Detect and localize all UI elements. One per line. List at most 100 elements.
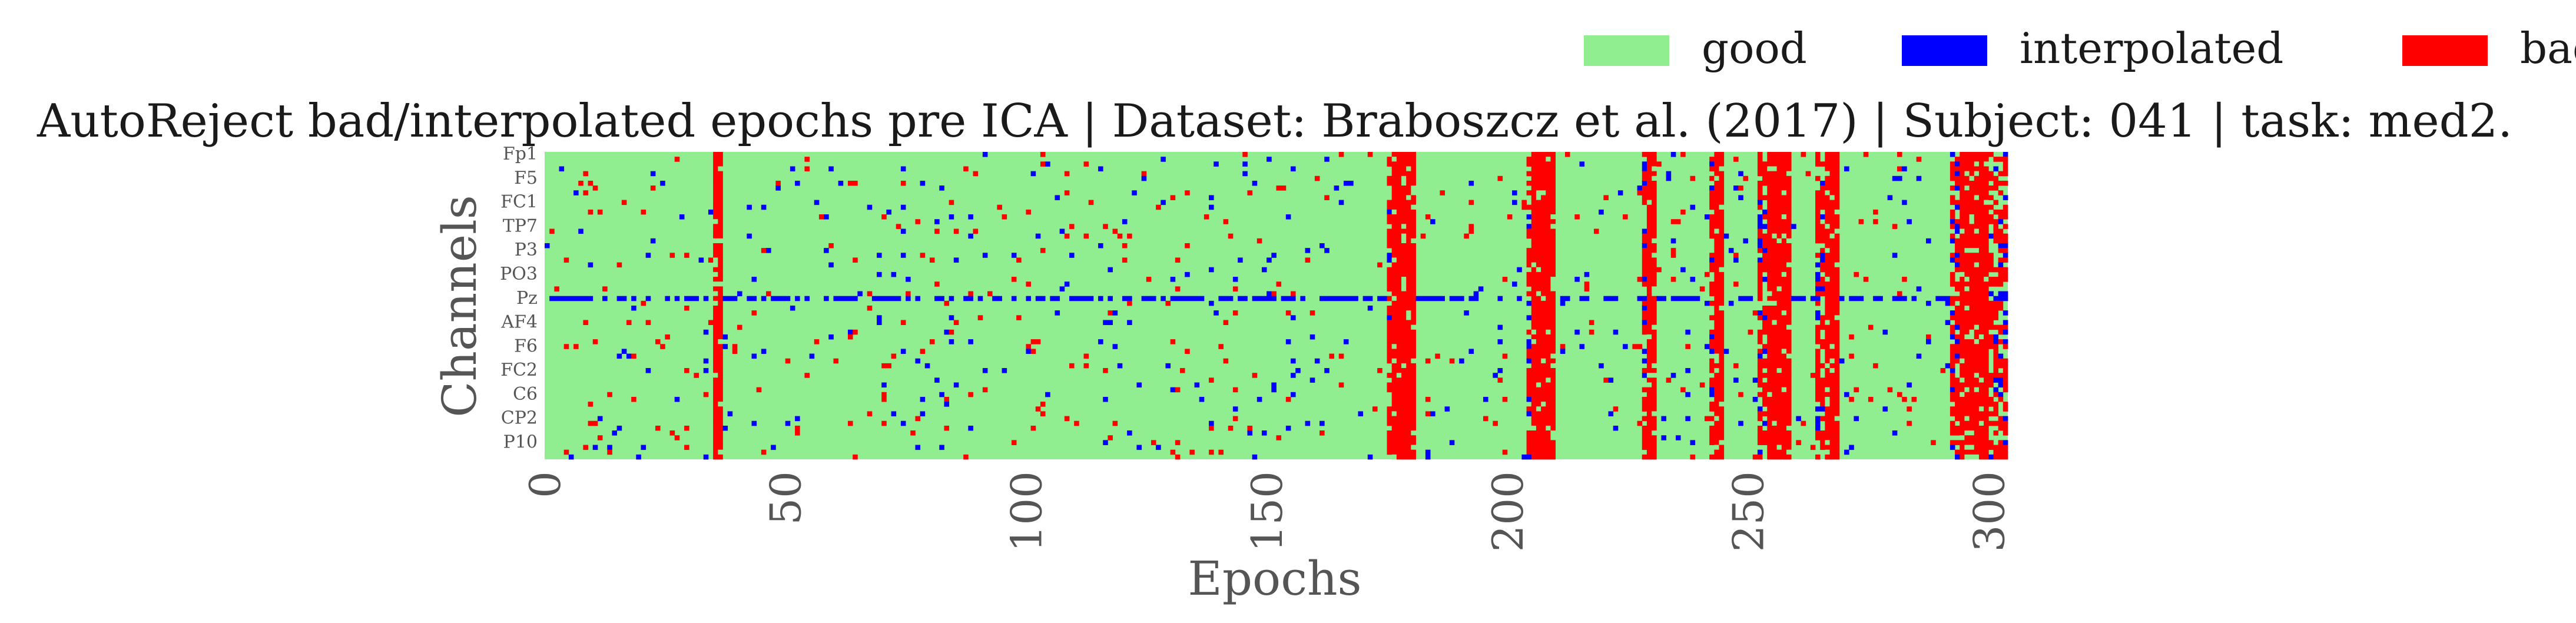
heatmap-cell [1401, 277, 1407, 282]
heatmap-cell [718, 411, 723, 416]
heatmap-cell [1781, 324, 1787, 330]
heatmap-cell [1546, 152, 1551, 157]
heatmap-cell [718, 368, 723, 373]
heatmap-cell [1642, 267, 1647, 273]
heatmap-cell [1675, 296, 1681, 301]
heatmap-cell [1988, 420, 1994, 426]
heatmap-cell [1767, 166, 1772, 172]
heatmap-cell [1863, 277, 1869, 282]
heatmap-cell [1829, 349, 1835, 354]
heatmap-cell [1772, 420, 1778, 426]
heatmap-cell [669, 430, 675, 436]
heatmap-cell [1026, 344, 1031, 349]
heatmap-cell [1531, 277, 1537, 282]
heatmap-cell [1772, 396, 1778, 402]
heatmap-cell [1988, 195, 1994, 200]
heatmap-cell [1786, 190, 1792, 195]
heatmap-cell [1960, 387, 1965, 393]
heatmap-cell [1531, 320, 1537, 326]
heatmap-cell [1829, 392, 1835, 397]
heatmap-cell [1950, 430, 1955, 436]
heatmap-cell [1396, 281, 1402, 287]
heatmap-cell [1444, 406, 1450, 412]
heatmap-cell [1136, 445, 1142, 450]
heatmap-cell [1955, 425, 1960, 431]
heatmap-cell [1978, 324, 1984, 330]
heatmap-cell [1955, 248, 1960, 253]
heatmap-cell [592, 420, 598, 426]
heatmap-cell [1772, 344, 1778, 349]
heatmap-cell [891, 296, 897, 301]
heatmap-cell [1642, 200, 1647, 206]
heatmap-cell [1974, 267, 1980, 273]
heatmap-cell [1781, 349, 1787, 354]
heatmap-cell [1714, 382, 1719, 388]
heatmap-cell [1646, 430, 1652, 436]
heatmap-cell [1396, 204, 1402, 210]
heatmap-cell [1767, 368, 1772, 373]
heatmap-cell [1825, 368, 1830, 373]
heatmap-cell [1974, 392, 1980, 397]
heatmap-cell [1425, 454, 1431, 460]
heatmap-cell [1829, 445, 1835, 450]
heatmap-cell [1873, 296, 1878, 301]
heatmap-cell [1955, 204, 1960, 210]
heatmap-cell [1223, 219, 1229, 224]
heatmap-cell [1796, 440, 1801, 445]
heatmap-cell [1536, 363, 1541, 369]
heatmap-cell [1964, 300, 1970, 306]
heatmap-cell [795, 416, 800, 422]
heatmap-cell [1825, 277, 1830, 282]
heatmap-cell [1974, 296, 1980, 301]
heatmap-cell [1531, 329, 1537, 335]
heatmap-cell [1772, 320, 1778, 326]
heatmap-cell [1714, 377, 1719, 383]
heatmap-cell [1531, 445, 1537, 450]
heatmap-cell [1387, 228, 1393, 234]
heatmap-cell [1781, 449, 1787, 455]
heatmap-cell [1406, 392, 1411, 397]
heatmap-cell [1776, 310, 1782, 316]
heatmap-cell [1978, 445, 1984, 450]
heatmap-cell [1175, 257, 1181, 263]
heatmap-cell [1411, 195, 1416, 200]
heatmap-cell [1767, 209, 1772, 215]
heatmap-cell [1271, 387, 1277, 393]
heatmap-cell [1103, 224, 1108, 229]
heatmap-cell [1772, 377, 1778, 383]
heatmap-cell [1396, 219, 1402, 224]
heatmap-cell [1401, 185, 1407, 191]
heatmap-cell [1786, 219, 1792, 224]
heatmap-cell [1531, 454, 1537, 460]
heatmap-cell [1786, 214, 1792, 220]
heatmap-cell [1411, 358, 1416, 364]
heatmap-cell [722, 334, 728, 340]
heatmap-cell [1776, 233, 1782, 239]
heatmap-cell [1829, 190, 1835, 195]
heatmap-cell [1098, 296, 1103, 301]
heatmap-cell [1546, 329, 1551, 335]
heatmap-cell [1391, 296, 1397, 301]
heatmap-cell [1108, 310, 1113, 316]
heatmap-cell [1931, 440, 1936, 445]
heatmap-cell [1767, 339, 1772, 344]
heatmap-cell [1781, 271, 1787, 277]
heatmap-cell [1786, 253, 1792, 258]
heatmap-cell [1719, 267, 1725, 273]
heatmap-cell [1772, 454, 1778, 460]
heatmap-cell [1960, 420, 1965, 426]
heatmap-cell [1531, 286, 1537, 291]
heatmap-cell [1978, 411, 1984, 416]
heatmap-cell [1646, 373, 1652, 378]
heatmap-cell [1406, 291, 1411, 297]
heatmap-cell [1709, 349, 1715, 354]
heatmap-cell [1108, 435, 1113, 440]
heatmap-cell [1834, 296, 1840, 301]
heatmap-cell [684, 368, 689, 373]
heatmap-cell [1978, 430, 1984, 436]
heatmap-cell [1984, 286, 1989, 291]
heatmap-cell [949, 315, 954, 320]
heatmap-cell [1815, 209, 1821, 215]
heatmap-cell [1652, 396, 1657, 402]
heatmap-cell [1960, 368, 1965, 373]
